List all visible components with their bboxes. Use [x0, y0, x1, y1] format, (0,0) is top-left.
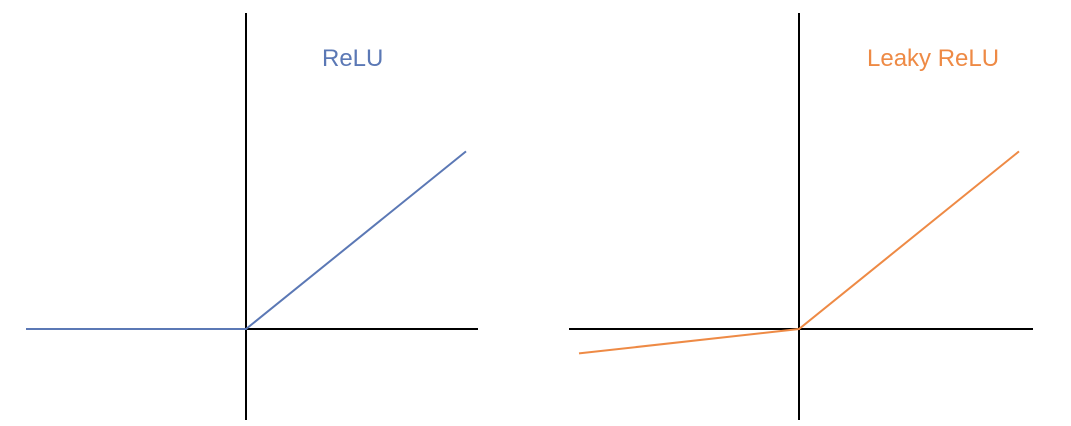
relu-chart: ReLU — [26, 13, 478, 420]
leaky-relu-chart: Leaky ReLU — [569, 13, 1033, 420]
relu-title: ReLU — [322, 45, 383, 72]
relu-series-line — [26, 150, 467, 330]
leaky-relu-title: Leaky ReLU — [867, 45, 999, 72]
leaky-relu-series-line — [578, 150, 1020, 355]
